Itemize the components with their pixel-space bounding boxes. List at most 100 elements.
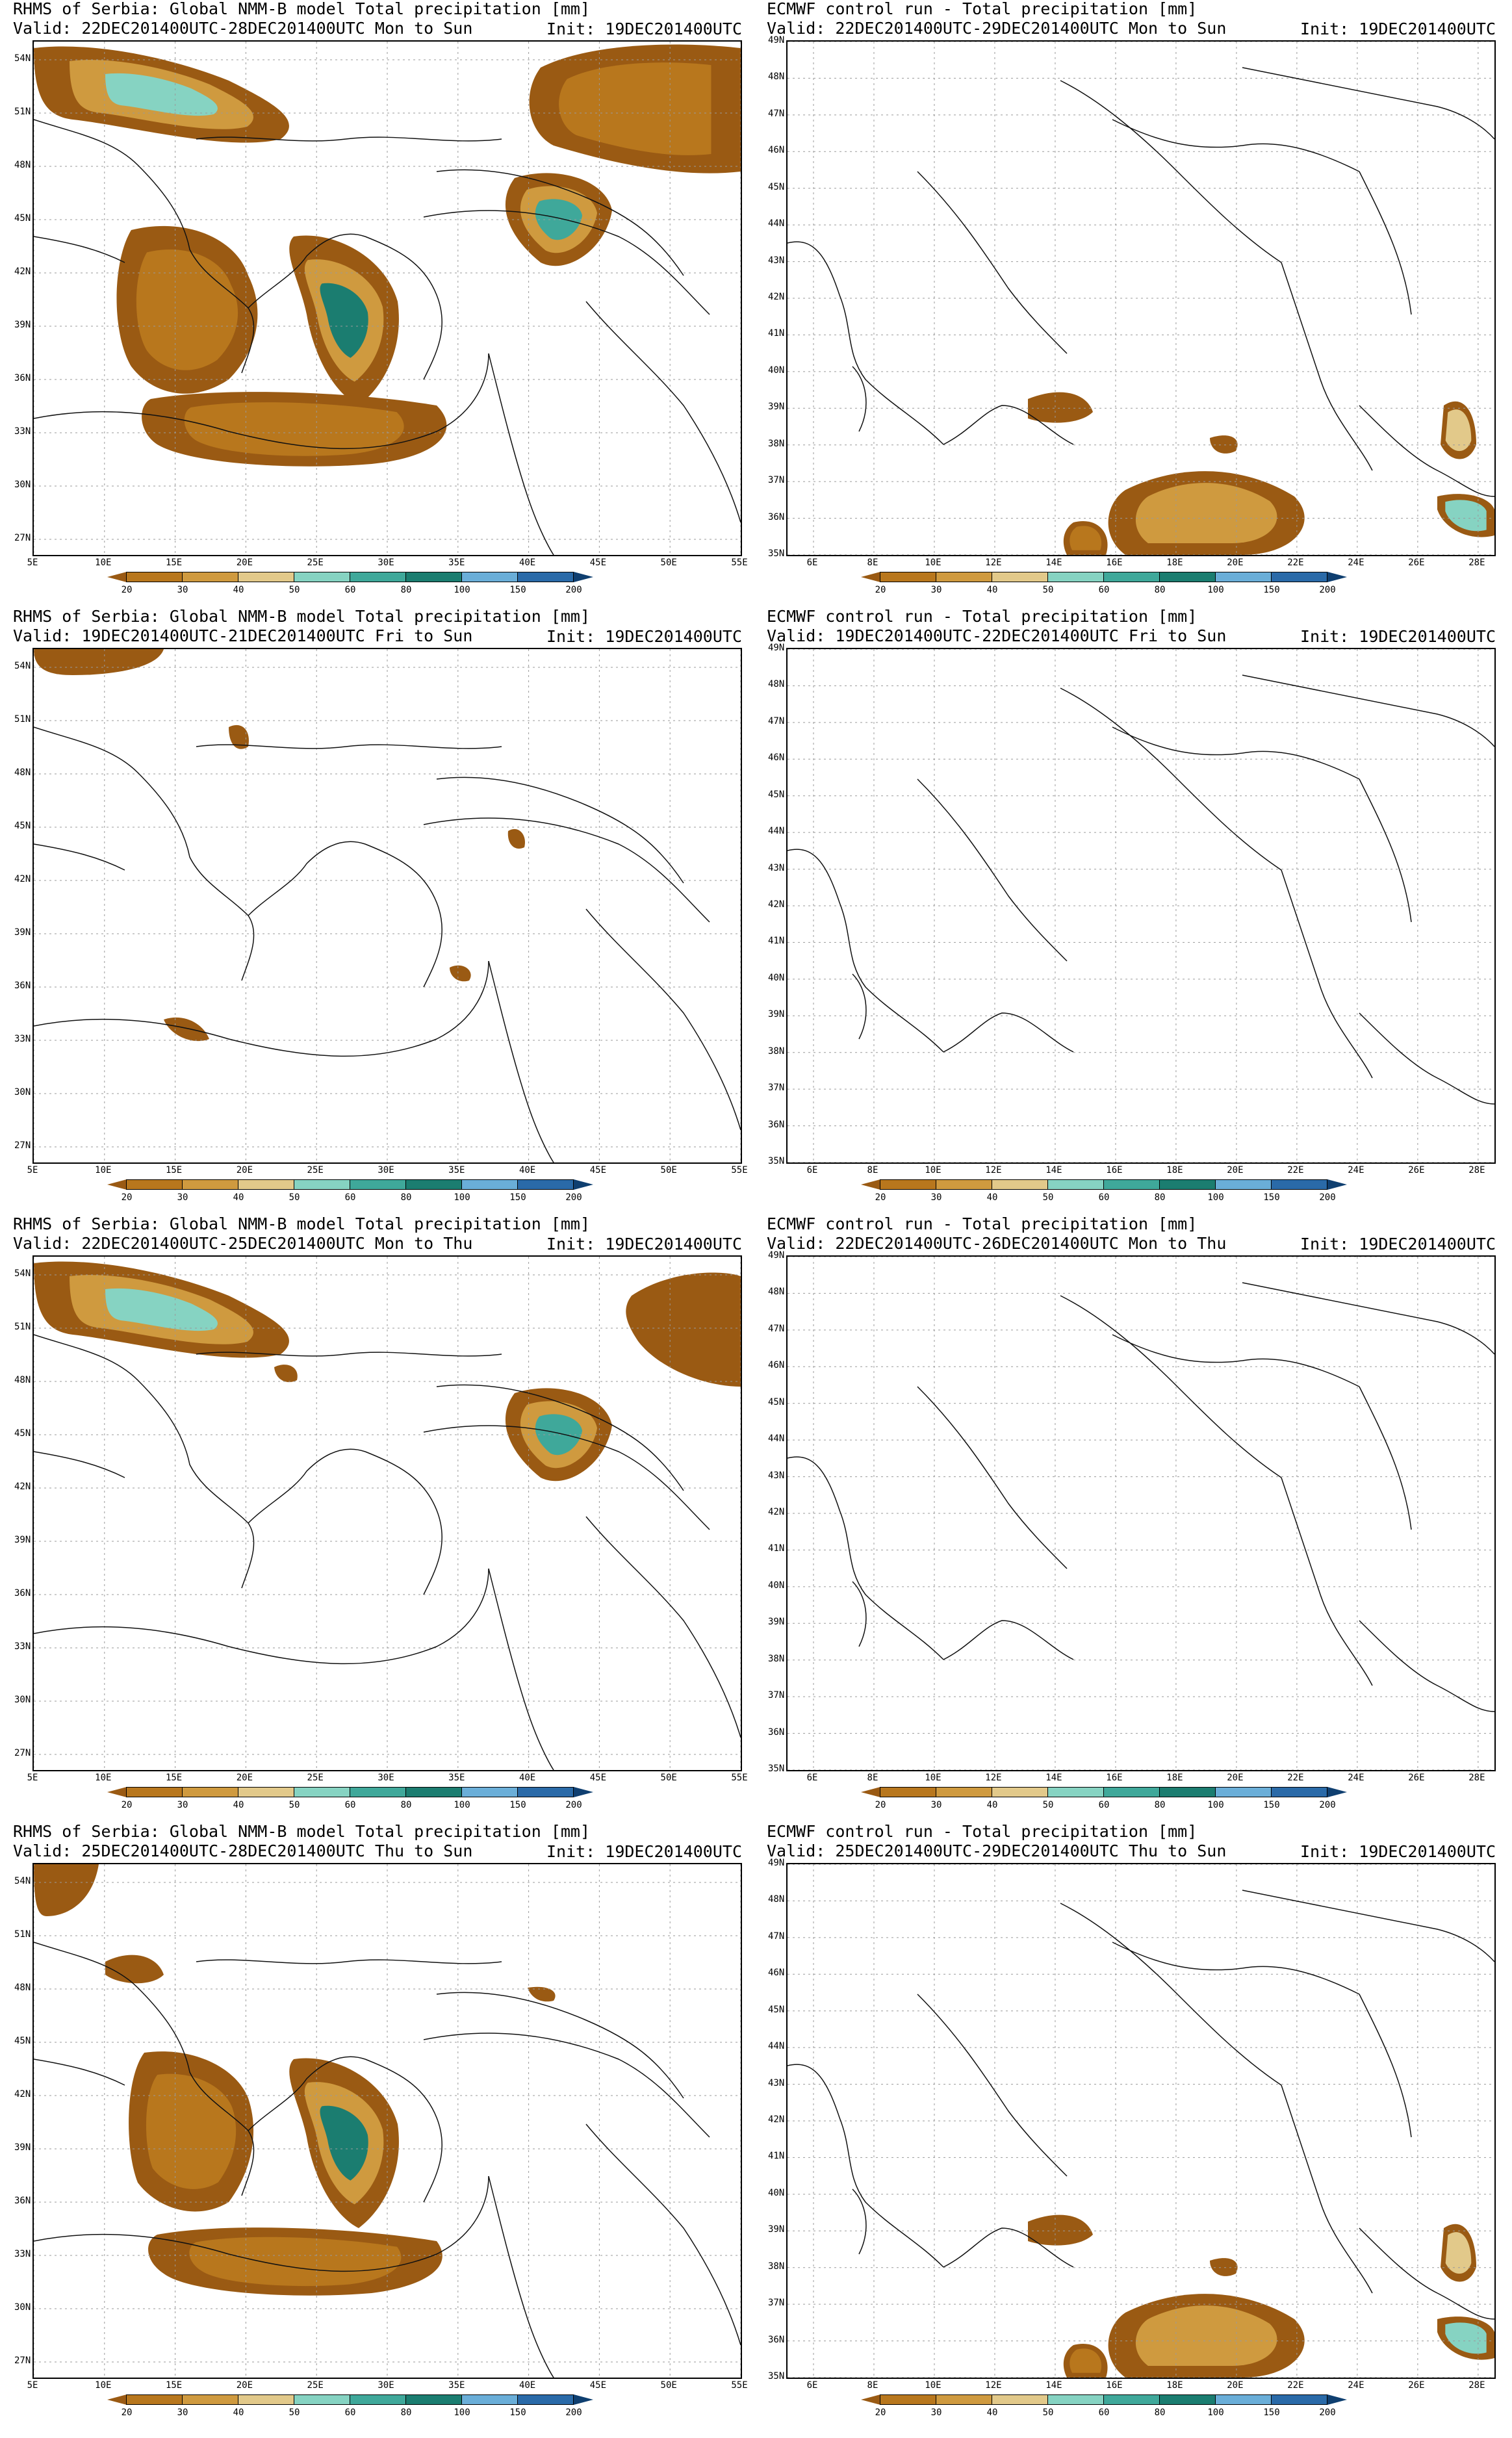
map-panel-ecmwf-thu-sun: ECMWF control run - Total precipitation … xyxy=(767,1823,1512,2420)
coastline xyxy=(34,1334,255,1589)
colorbar-tick-label: 80 xyxy=(1154,585,1166,595)
colorbar-tick-label: 100 xyxy=(1207,1192,1224,1203)
coastline xyxy=(943,405,1074,445)
coastline xyxy=(1359,1994,1412,2138)
latitude-tick-label: 48N xyxy=(768,679,785,690)
latitude-tick-label: 30N xyxy=(14,1695,31,1705)
longitude-tick-label: 55E xyxy=(731,1773,748,1783)
precip-area xyxy=(1028,2214,1093,2246)
coastline xyxy=(34,843,125,871)
latitude-tick-label: 27N xyxy=(14,1140,31,1151)
map-area xyxy=(32,1255,742,1771)
colorbar-tick-label: 80 xyxy=(1154,1800,1166,1810)
latitude-tick-label: 35N xyxy=(768,2371,785,2381)
panel-title: RHMS of Serbia: Global NMM-B model Total… xyxy=(13,0,591,18)
colorbar-swatch xyxy=(992,2394,1048,2405)
colorbar-swatch xyxy=(294,1179,350,1190)
colorbar-swatch xyxy=(182,2394,238,2405)
precip-area xyxy=(1210,435,1238,454)
colorbar-swatch xyxy=(126,1787,183,1797)
coastline xyxy=(196,1959,502,1964)
latitude-tick-label: 38N xyxy=(768,1653,785,1664)
colorbar-tick-label: 40 xyxy=(233,585,244,595)
precip-area xyxy=(136,249,238,370)
colorbar-max-arrow xyxy=(574,1787,593,1797)
colorbar-swatch xyxy=(1215,572,1272,582)
panel-title: RHMS of Serbia: Global NMM-B model Total… xyxy=(13,607,591,626)
colorbar-tick-label: 30 xyxy=(177,585,188,595)
longitude-tick-label: 45E xyxy=(589,558,607,568)
longitude-tick-label: 12E xyxy=(985,1165,1002,1175)
longitude-tick-label: 15E xyxy=(165,1165,183,1175)
latitude-tick-label: 27N xyxy=(14,1748,31,1758)
coastline xyxy=(1359,171,1412,315)
longitude-tick-label: 40E xyxy=(519,558,536,568)
coastline xyxy=(365,2059,442,2203)
map-area xyxy=(786,1863,1496,2379)
coastline xyxy=(1359,405,1494,497)
longitude-tick-label: 28E xyxy=(1468,558,1485,568)
colorbar-swatch xyxy=(294,1787,350,1797)
longitude-tick-label: 22E xyxy=(1287,1165,1304,1175)
latitude-tick-label: 40N xyxy=(768,972,785,983)
latitude-tick-label: 44N xyxy=(768,826,785,837)
colorbar-tick-label: 100 xyxy=(454,1800,470,1810)
colorbar-swatch xyxy=(1215,1179,1272,1190)
latitude-tick-label: 41N xyxy=(768,328,785,339)
colorbar-swatch xyxy=(405,1787,462,1797)
longitude-tick-label: 26E xyxy=(1408,2380,1425,2391)
precip-area xyxy=(507,828,525,849)
colorbar-max-arrow xyxy=(1327,2394,1347,2405)
longitude-tick-label: 20E xyxy=(236,1773,253,1783)
latitude-tick-label: 51N xyxy=(14,1929,31,1940)
coastline xyxy=(34,1942,255,2196)
latitude-tick-label: 48N xyxy=(14,1375,31,1385)
colorbar-tick-label: 40 xyxy=(233,1192,244,1203)
precip-area xyxy=(105,1288,218,1331)
colorbar-min-arrow xyxy=(107,1179,127,1190)
precip-area xyxy=(320,2105,368,2181)
latitude-tick-label: 45N xyxy=(14,213,31,224)
colorbar-swatch xyxy=(517,1179,574,1190)
coastline xyxy=(1281,262,1373,471)
colorbar-tick-label: 50 xyxy=(288,585,300,595)
coastline xyxy=(34,2175,489,2272)
longitude-tick-label: 18E xyxy=(1166,1773,1183,1783)
longitude-tick-label: 35E xyxy=(448,558,465,568)
panel-title: ECMWF control run - Total precipitation … xyxy=(767,1822,1198,1841)
latitude-tick-label: 36N xyxy=(768,511,785,522)
colorbar-swatch xyxy=(880,572,936,582)
latitude-tick-label: 51N xyxy=(14,1322,31,1332)
coastline xyxy=(917,778,1068,962)
longitude-tick-label: 6E xyxy=(806,1773,818,1783)
colorbar-swatch xyxy=(405,572,462,582)
colorbar-tick-label: 30 xyxy=(930,2407,942,2418)
latitude-tick-label: 36N xyxy=(14,981,31,991)
longitude-tick-label: 10E xyxy=(95,2380,112,2391)
coastline xyxy=(196,1352,502,1357)
longitude-tick-label: 35E xyxy=(448,1773,465,1783)
latitude-tick-label: 41N xyxy=(768,1543,785,1554)
colorbar-tick-label: 100 xyxy=(454,585,470,595)
coastline xyxy=(365,843,442,988)
latitude-tick-label: 49N xyxy=(768,35,785,45)
latitude-tick-label: 37N xyxy=(768,1083,785,1094)
longitude-tick-label: 25E xyxy=(307,558,324,568)
longitude-axis: 5E 10E 15E 20E 25E 30E 35E 40E 45E 50E 55E xyxy=(27,1773,748,1784)
longitude-tick-label: 16E xyxy=(1106,558,1123,568)
precip-area xyxy=(105,1955,164,1984)
colorbar-legend: 20 30 40 50 60 80 100 150 200 xyxy=(107,2394,593,2418)
coastline xyxy=(1242,1890,1494,1962)
latitude-tick-label: 36N xyxy=(768,1119,785,1130)
longitude-tick-label: 30E xyxy=(378,1773,394,1783)
coastline xyxy=(34,1568,489,1665)
colorbar-swatch xyxy=(350,1179,406,1190)
init-time: Init: 19DEC201400UTC xyxy=(1300,1842,1496,1861)
map-panel-ecmwf-fri-sun: ECMWF control run - Total precipitation … xyxy=(767,608,1512,1205)
map-area xyxy=(786,1255,1496,1771)
longitude-tick-label: 15E xyxy=(165,558,183,568)
latitude-tick-label: 48N xyxy=(14,767,31,778)
colorbar-swatch xyxy=(1103,2394,1160,2405)
latitude-tick-label: 42N xyxy=(14,1482,31,1492)
latitude-tick-label: 54N xyxy=(14,661,31,671)
